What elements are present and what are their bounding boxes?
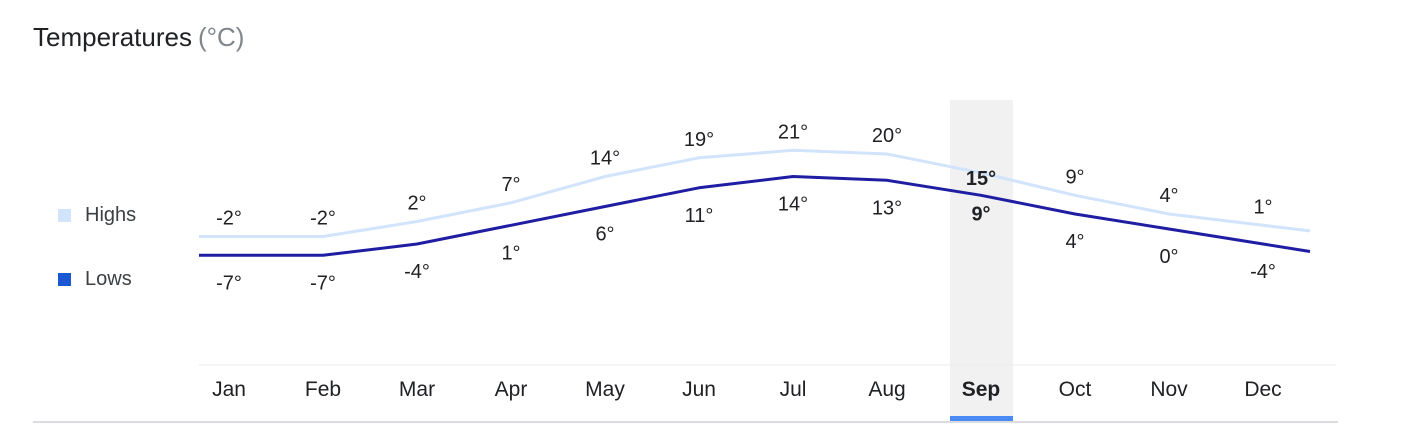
highs-data-label: 15° [966,168,996,190]
legend-label-lows: Lows [85,268,132,290]
selected-month-band [950,100,1013,419]
lows-data-label: 6° [595,224,614,246]
month-tick-label[interactable]: Jan [212,378,246,401]
lows-data-label: 1° [501,242,520,264]
highs-data-label: 4° [1159,185,1178,207]
lows-data-label: -7° [310,272,336,294]
lows-data-label: 4° [1065,231,1084,253]
lows-data-label: 9° [971,203,990,225]
lows-data-label: -7° [216,272,242,294]
legend-swatch-highs [58,209,71,222]
title-text: Temperatures [33,22,192,52]
month-tick-label[interactable]: Aug [868,378,905,401]
title-unit: (°C) [197,22,245,52]
bottom-divider [33,421,1338,423]
highs-data-label: 1° [1253,196,1272,218]
month-tick-label[interactable]: Feb [305,378,341,401]
lows-data-label: -4° [1250,261,1276,283]
legend-swatch-lows [58,273,71,286]
lows-data-label: 0° [1159,246,1178,268]
month-tick-label[interactable]: Dec [1244,378,1281,401]
month-tick-label[interactable]: Oct [1059,378,1092,401]
lows-data-label: 14° [778,194,808,216]
month-tick-label[interactable]: Jun [682,378,716,401]
highs-data-label: -2° [216,208,242,230]
chart-title: Temperatures (°C) [33,22,244,53]
lows-data-label: 11° [685,205,714,227]
highs-data-label: 20° [872,125,902,147]
highs-data-label: 19° [684,129,714,151]
highs-data-label: -2° [310,208,336,230]
highs-data-label: 9° [1065,166,1084,188]
month-tick-label[interactable]: Apr [495,378,528,401]
month-tick-label[interactable]: Jul [780,378,807,401]
lows-data-label: 13° [872,197,902,219]
month-tick-label[interactable]: May [585,378,625,401]
month-tick-label[interactable]: Sep [962,378,1001,401]
highs-data-label: 21° [778,121,808,143]
lows-line [199,175,1311,257]
selected-month-marker [950,416,1013,421]
highs-line [199,148,1311,238]
highs-data-label: 14° [590,148,620,170]
legend-item-highs: Highs [58,204,136,227]
highs-data-label: 7° [501,174,520,196]
highs-data-label: 2° [407,193,426,215]
legend-label-highs: Highs [85,204,137,226]
month-tick-label[interactable]: Mar [399,378,435,401]
month-tick-label[interactable]: Nov [1150,378,1188,401]
legend-item-lows: Lows [58,268,132,291]
lows-data-label: -4° [404,261,430,283]
